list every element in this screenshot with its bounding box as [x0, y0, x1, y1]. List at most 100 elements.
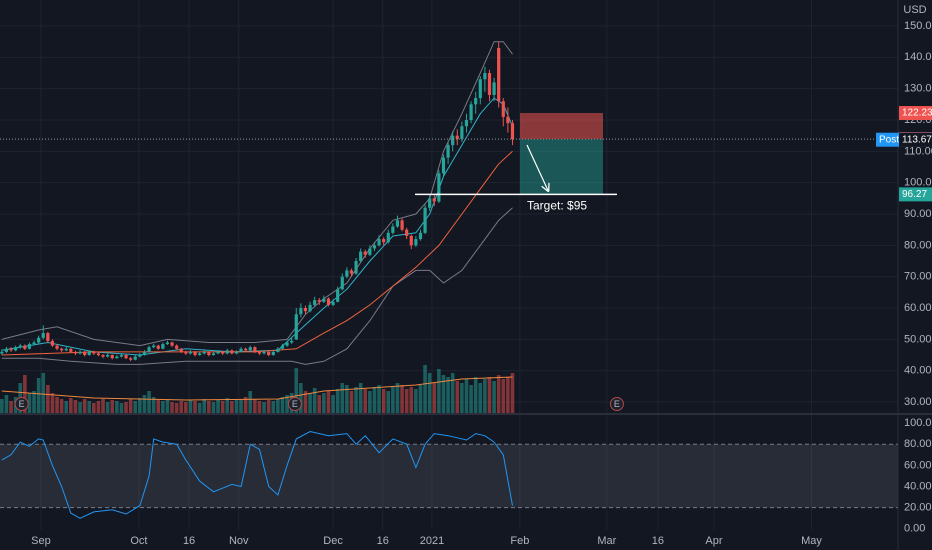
volume-bar: [299, 383, 303, 413]
candle-body: [262, 351, 266, 354]
price-flag: [899, 106, 932, 121]
x-tick-label: Sep: [31, 535, 51, 547]
volume-bar: [303, 391, 308, 413]
earnings-label: E: [292, 399, 298, 409]
candle-body: [469, 104, 473, 121]
candle-body: [331, 301, 335, 305]
volume-bar: [455, 381, 460, 413]
candle-body: [290, 340, 294, 343]
volume-bar: [4, 395, 9, 413]
candle-body: [506, 116, 510, 124]
candle-body: [60, 348, 64, 351]
volume-bar: [423, 365, 427, 413]
x-tick-label: Apr: [705, 535, 722, 547]
candle-body: [377, 239, 381, 246]
volume-bar: [280, 397, 285, 413]
candle-body: [455, 135, 459, 139]
volume-bar: [432, 383, 437, 413]
volume-bar: [510, 373, 515, 413]
y-tick-label: 60.00: [904, 459, 932, 471]
candle-body: [478, 79, 482, 99]
candle-body: [193, 351, 197, 356]
candle-body: [474, 98, 478, 105]
candle-body: [14, 347, 18, 351]
candle-body: [299, 308, 303, 315]
candle-body: [239, 348, 243, 352]
candle-body: [198, 353, 202, 356]
candle-body: [83, 351, 87, 356]
candle-body: [400, 220, 404, 230]
volume-bar: [496, 375, 501, 413]
candle-body: [0, 351, 4, 354]
candle-body: [18, 345, 22, 348]
y-tick-label: 80.00: [904, 239, 932, 251]
price-flag-value: 113.67: [902, 134, 932, 145]
candle-body: [78, 351, 82, 354]
volume-bar: [340, 383, 345, 413]
volume-bar: [50, 393, 55, 413]
volume-bar: [225, 398, 230, 413]
indicator-line: [1, 97, 513, 356]
volume-bar: [165, 399, 170, 413]
volume-bar: [335, 389, 340, 413]
volume-bar: [230, 401, 234, 413]
candle-body: [326, 298, 331, 305]
volume-bar: [239, 400, 243, 413]
candle-body: [363, 251, 367, 255]
volume-bar: [308, 393, 312, 413]
candle-body: [391, 226, 395, 233]
currency-label: USD: [903, 4, 926, 16]
candle-body: [4, 348, 9, 352]
earnings-marker: [287, 397, 302, 411]
volume-bar: [312, 388, 317, 413]
earnings-marker: [14, 397, 29, 411]
x-tick-label: Feb: [510, 535, 529, 547]
volume-bar: [464, 379, 469, 413]
volume-bar: [460, 383, 464, 413]
candle-body: [418, 232, 423, 240]
candle-body: [501, 101, 505, 117]
indicator-line: [1, 207, 513, 365]
volume-bar: [492, 381, 496, 413]
volume-bar: [391, 387, 395, 413]
candle-body: [96, 353, 101, 356]
volume-bar: [358, 383, 363, 413]
volume-bar: [418, 385, 423, 413]
candle-body: [175, 345, 179, 349]
candle-body: [308, 304, 312, 312]
candle-body: [322, 298, 326, 302]
candle-body: [46, 333, 50, 341]
candle-body: [276, 348, 280, 352]
candle-body: [129, 358, 133, 360]
indicator-line: [1, 41, 513, 347]
x-tick-label: Dec: [323, 535, 343, 547]
candle-body: [349, 270, 354, 274]
volume-bar: [506, 377, 510, 413]
price-flag: [899, 132, 932, 147]
candle-body: [133, 356, 137, 360]
candle-body: [409, 235, 413, 246]
volume-bar: [331, 395, 335, 413]
candle-body: [244, 348, 248, 351]
volume-bar: [262, 402, 266, 413]
y-tick-label: 40.00: [904, 480, 932, 492]
volume-bar: [138, 398, 142, 413]
volume-bar: [372, 387, 377, 413]
y-tick-label: 60.00: [904, 302, 932, 314]
volume-bar: [36, 378, 41, 413]
candle-body: [345, 270, 349, 277]
candle-body: [285, 342, 289, 346]
volume-bar: [161, 401, 165, 413]
volume-bar: [266, 400, 271, 413]
volume-ma: [1, 376, 513, 401]
volume-bar: [368, 391, 372, 413]
volume-bar: [128, 399, 133, 413]
candle-body: [73, 351, 78, 354]
y-tick-label: 90.00: [904, 208, 932, 220]
volume-bar: [193, 401, 197, 413]
candle-body: [510, 123, 515, 140]
volume-bar: [446, 377, 450, 413]
arrow: [526, 144, 548, 190]
candle-body: [441, 157, 446, 174]
volume-bar: [248, 391, 253, 413]
